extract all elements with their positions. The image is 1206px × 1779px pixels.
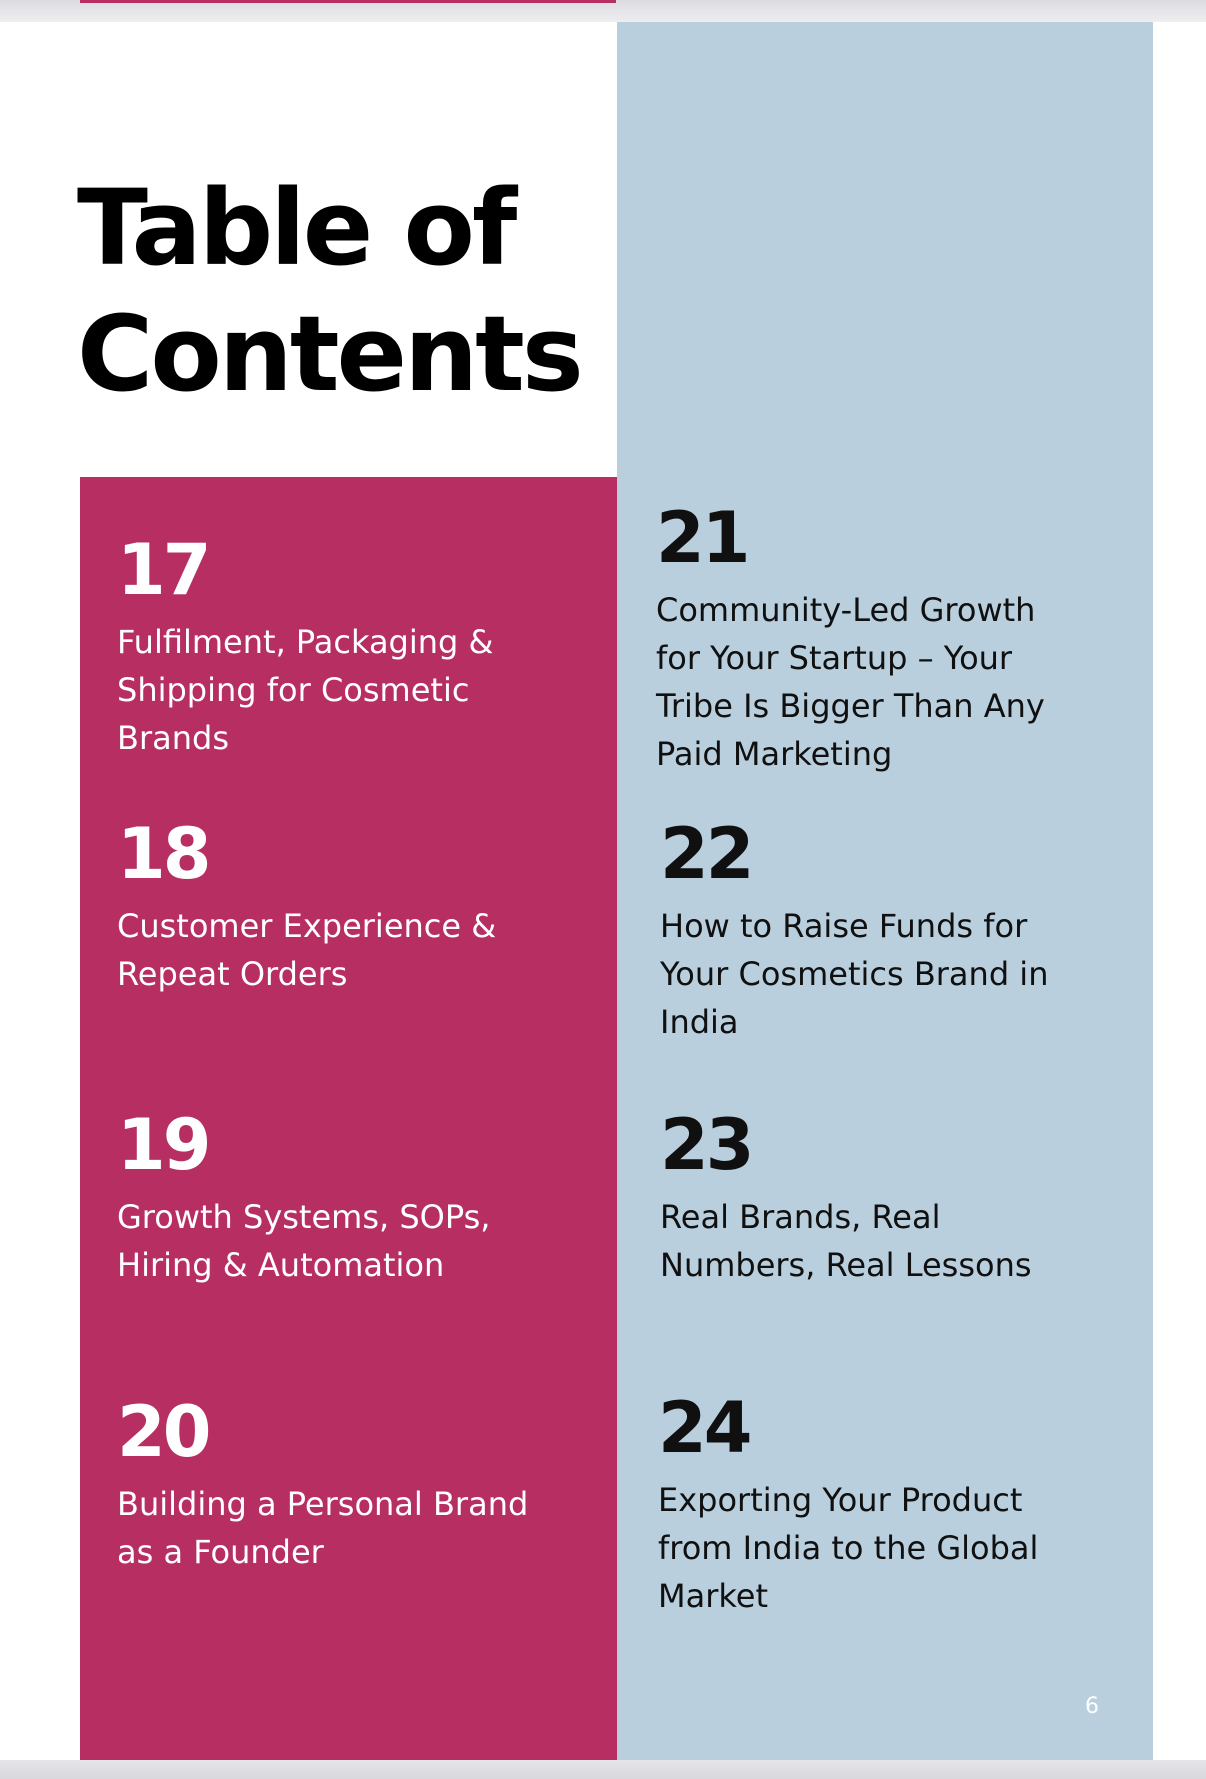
toc-entry-19[interactable]: 19 Growth Systems, SOPs, Hiring & Automa… (117, 1105, 557, 1289)
chapter-number: 21 (656, 497, 750, 579)
left-column-background (80, 477, 617, 1760)
toc-entry-23[interactable]: 23 Real Brands, Real Numbers, Real Lesso… (660, 1105, 1130, 1289)
toc-entry-17[interactable]: 17 Fulfilment, Packaging & Shipping for … (117, 530, 557, 762)
chapter-title: Customer Experience & Repeat Orders (117, 902, 557, 998)
toc-entry-18[interactable]: 18 Customer Experience & Repeat Orders (117, 814, 557, 998)
right-column-background (617, 22, 1153, 1760)
chapter-title-line: Your Cosmetics Brand in (660, 955, 1049, 993)
toc-entry-22[interactable]: 22 How to Raise Funds for Your Cosmetics… (660, 814, 1130, 1046)
chapter-title-line: Community-Led Growth (656, 591, 1036, 629)
chapter-title-line: Market (658, 1577, 768, 1615)
chapter-title-line: Customer Experience & (117, 907, 497, 945)
chapter-title-line: Building a Personal Brand (117, 1485, 529, 1523)
page-number: 6 (1085, 1694, 1099, 1719)
chapter-title-line: from India to the Global (658, 1529, 1039, 1567)
chapter-title-line: Growth Systems, SOPs, (117, 1198, 491, 1236)
toc-entry-21[interactable]: 21 Community-Led Growth for Your Startup… (656, 498, 1126, 778)
chapter-title: Community-Led Growth for Your Startup – … (656, 586, 1126, 778)
top-accent-stripe (80, 0, 616, 3)
chapter-title-line: Shipping for Cosmetic (117, 671, 470, 709)
chapter-title: Building a Personal Brand as a Founder (117, 1480, 557, 1576)
chapter-title-line: India (660, 1003, 739, 1041)
title-line-1: Table of (77, 167, 517, 289)
toc-entry-24[interactable]: 24 Exporting Your Product from India to … (658, 1388, 1128, 1620)
page-title: Table of Contents (77, 165, 584, 417)
chapter-number: 23 (660, 1104, 754, 1186)
right-margin (1153, 22, 1206, 1760)
chapter-number: 19 (117, 1104, 211, 1186)
chapter-title-line: Brands (117, 719, 229, 757)
title-line-2: Contents (77, 293, 584, 415)
chapter-title-line: as a Founder (117, 1533, 324, 1571)
top-edge (0, 0, 1206, 22)
chapter-title-line: Exporting Your Product (658, 1481, 1023, 1519)
chapter-title: How to Raise Funds for Your Cosmetics Br… (660, 902, 1130, 1046)
bottom-edge (0, 1760, 1206, 1779)
chapter-number: 22 (660, 813, 754, 895)
chapter-title-line: Numbers, Real Lessons (660, 1246, 1032, 1284)
chapter-number: 20 (117, 1391, 211, 1473)
chapter-title: Fulfilment, Packaging & Shipping for Cos… (117, 618, 557, 762)
chapter-title-line: Repeat Orders (117, 955, 348, 993)
chapter-title: Exporting Your Product from India to the… (658, 1476, 1128, 1620)
chapter-number: 18 (117, 813, 211, 895)
chapter-title-line: Real Brands, Real (660, 1198, 941, 1236)
chapter-number: 24 (658, 1387, 752, 1469)
chapter-title: Real Brands, Real Numbers, Real Lessons (660, 1193, 1130, 1289)
chapter-title: Growth Systems, SOPs, Hiring & Automatio… (117, 1193, 557, 1289)
chapter-title-line: How to Raise Funds for (660, 907, 1028, 945)
chapter-title-line: Fulfilment, Packaging & (117, 623, 494, 661)
chapter-title-line: Hiring & Automation (117, 1246, 445, 1284)
chapter-title-line: Tribe Is Bigger Than Any (656, 687, 1045, 725)
chapter-title-line: for Your Startup – Your (656, 639, 1013, 677)
toc-entry-20[interactable]: 20 Building a Personal Brand as a Founde… (117, 1392, 557, 1576)
chapter-number: 17 (117, 529, 211, 611)
chapter-title-line: Paid Marketing (656, 735, 893, 773)
